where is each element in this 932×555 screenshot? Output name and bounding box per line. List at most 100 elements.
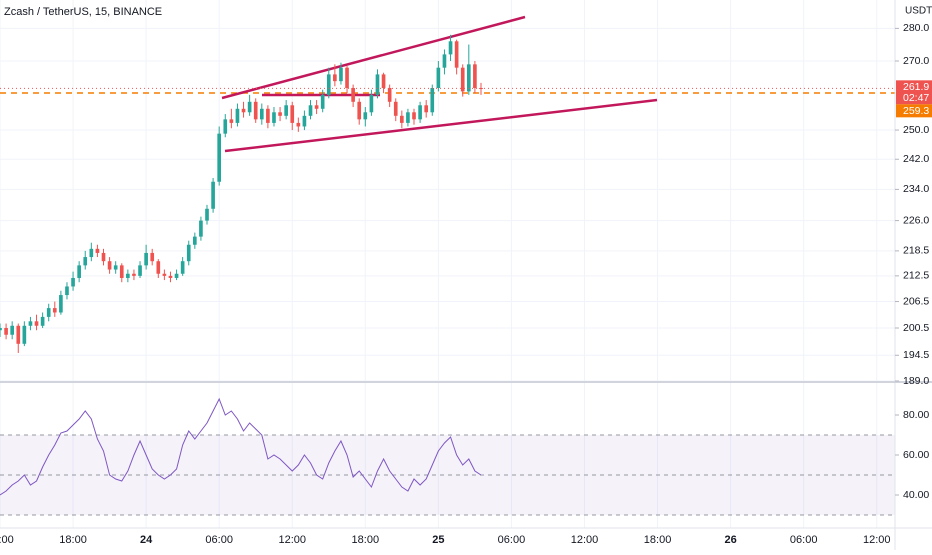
candle-body: [89, 248, 94, 258]
candle-body: [77, 265, 81, 278]
x-tick-label: 18:00: [644, 534, 672, 546]
candle-body: [46, 308, 51, 317]
candle-body: [381, 74, 386, 88]
candle-body: [442, 54, 447, 68]
candle-body: [174, 273, 179, 278]
candle-body: [150, 252, 155, 262]
candle-body: [314, 105, 319, 109]
candle-body: [59, 295, 63, 313]
candle-body: [406, 112, 410, 123]
y-tick-label: 194.5: [903, 349, 929, 361]
y-tick-label: 218.5: [903, 245, 929, 257]
candle-body: [0, 328, 2, 331]
chart-title: Zcash / TetherUS, 15, BINANCE: [4, 6, 162, 18]
candle-body: [473, 64, 477, 88]
candle-body: [138, 265, 142, 276]
candle-body: [199, 220, 203, 237]
candle-body: [162, 273, 167, 276]
y-tick-label: 280.0: [903, 22, 929, 34]
x-tick-label: 06:00: [205, 534, 233, 546]
candle-body: [345, 67, 349, 88]
candle-body: [28, 321, 33, 326]
candle-body: [119, 265, 124, 278]
y-tick-label: 40.00: [903, 489, 929, 501]
candle-body: [363, 112, 368, 120]
candle-body: [205, 208, 209, 221]
candle-body: [430, 87, 435, 113]
y-tick-label: 270.0: [903, 55, 929, 67]
x-tick-label: 25: [432, 534, 444, 546]
level-price-label: 259.3: [903, 105, 929, 117]
candle-body: [266, 108, 270, 123]
candle-body: [290, 105, 295, 123]
y-tick-label: 226.0: [903, 214, 929, 226]
candle-body: [229, 119, 234, 123]
candle-body: [65, 286, 69, 296]
y-tick-label: 212.5: [903, 270, 929, 282]
last-price-box: [896, 80, 932, 105]
x-tick-label: 06:00: [498, 534, 526, 546]
candle-body: [357, 101, 362, 120]
candle-body: [326, 74, 331, 95]
countdown-label: 02:47: [903, 92, 929, 104]
candle-body: [168, 275, 173, 278]
candle-body: [333, 74, 337, 82]
candle-body: [144, 252, 148, 266]
candle-body: [436, 67, 441, 88]
candle-body: [375, 74, 380, 95]
x-tick-label: 12:00: [863, 534, 891, 546]
candle-body: [34, 321, 39, 326]
trend-line-upper: [221, 15, 526, 100]
candle-body: [308, 105, 313, 116]
candle-body: [16, 325, 21, 344]
x-tick-label: 18:00: [59, 534, 87, 546]
candle-body: [83, 257, 88, 266]
y-tick-label: 250.0: [903, 124, 929, 136]
marks: [0, 34, 895, 496]
candle-body: [22, 325, 27, 344]
candle-body: [253, 101, 258, 120]
rsi-line: [0, 397, 482, 496]
candle-body: [278, 112, 282, 116]
trend-line-lower: [224, 98, 658, 153]
x-tick-label: 12:00: [571, 534, 599, 546]
y-tick-label: 200.5: [903, 322, 929, 334]
level-price-box: [896, 104, 932, 118]
candle-body: [101, 252, 106, 262]
candle-body: [466, 64, 471, 92]
candle-body: [10, 325, 15, 335]
candle-body: [132, 273, 136, 276]
candle-body: [460, 67, 465, 92]
candle-body: [4, 328, 8, 335]
candle-body: [302, 115, 307, 127]
candle-body: [339, 67, 343, 82]
candle-body: [296, 122, 301, 127]
y-tick-label: 189.0: [903, 375, 929, 387]
candle-body: [454, 41, 459, 68]
candle-body: [247, 101, 252, 113]
candle-body: [241, 108, 246, 113]
unit-label: USDT: [905, 6, 932, 17]
candle-body: [186, 244, 191, 262]
candle-body: [424, 105, 429, 113]
candle-body: [272, 112, 276, 123]
candle-body: [40, 316, 45, 326]
x-tick-label: 12:00: [278, 534, 306, 546]
candle-body: [235, 108, 240, 123]
candle-body: [259, 108, 264, 120]
candle-body: [387, 87, 392, 102]
x-tick-label: 26: [724, 534, 736, 546]
candle-body: [193, 236, 197, 245]
candle-body: [107, 261, 112, 270]
candle-body: [418, 105, 422, 120]
candle-body: [211, 181, 215, 209]
candle-body: [284, 105, 288, 116]
x-tick-label: 24: [140, 534, 153, 546]
x-tick-label: 18:00: [352, 534, 380, 546]
candle-body: [412, 112, 416, 120]
y-tick-label: 206.5: [903, 295, 929, 307]
candle-body: [369, 94, 374, 113]
candle-body: [95, 248, 100, 253]
candle-body: [393, 101, 398, 116]
